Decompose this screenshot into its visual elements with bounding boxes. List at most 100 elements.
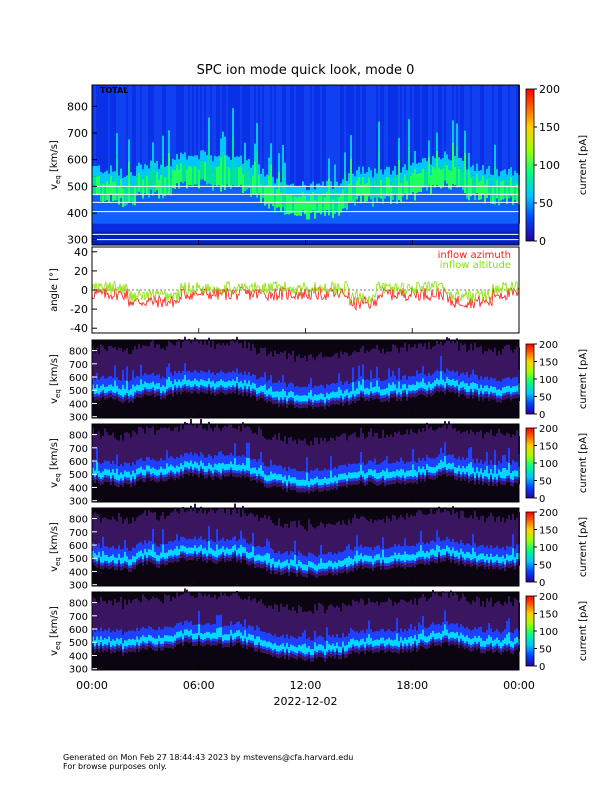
heatmap-cell [390, 385, 392, 392]
heatmap-cell [420, 343, 422, 395]
heatmap-cell [380, 637, 382, 644]
heatmap-cell [252, 85, 254, 165]
heatmap-cell [154, 598, 156, 652]
heatmap-cell [422, 168, 424, 188]
heatmap-cell [292, 645, 294, 652]
heatmap-cell [204, 161, 206, 182]
heatmap-cell [192, 596, 194, 647]
heatmap-cell [158, 469, 160, 476]
heatmap-cell [404, 164, 406, 175]
heatmap-cell [492, 556, 494, 563]
heatmap-cell [424, 383, 426, 390]
heatmap-cell [280, 474, 282, 481]
heatmap-cell [288, 85, 290, 186]
heatmap-cell [166, 595, 168, 648]
heatmap-cell [304, 643, 306, 655]
heatmap-cell [298, 395, 300, 402]
heatmap-cell [400, 201, 402, 224]
heatmap-cell [242, 163, 244, 175]
heatmap-cell [464, 553, 466, 560]
heatmap-cell [92, 551, 94, 557]
heatmap-cell [240, 165, 242, 185]
heatmap-cell [340, 212, 342, 224]
heatmap-cell [430, 85, 432, 165]
heatmap-cell [202, 454, 204, 472]
heatmap-cell [222, 595, 224, 648]
colorbar-tick-label: 150 [539, 121, 560, 134]
heatmap-cell [432, 382, 434, 389]
heatmap-cell [506, 203, 508, 224]
heatmap-cell [414, 85, 416, 151]
heatmap-cell [492, 387, 494, 394]
heatmap-cell [104, 182, 106, 202]
heatmap-cell [234, 458, 236, 471]
y-tick-label: 700 [69, 360, 88, 371]
heatmap-cell [428, 156, 430, 186]
heatmap-cell [456, 511, 458, 563]
heatmap-cell [162, 157, 164, 199]
heatmap-cell [450, 590, 452, 645]
heatmap-cell [198, 464, 200, 471]
heatmap-cell [322, 440, 324, 492]
heatmap-cell [288, 214, 290, 224]
heatmap-cell [114, 519, 116, 570]
heatmap-cell [242, 383, 244, 390]
heatmap-cell [480, 346, 482, 398]
heatmap-cell [348, 556, 350, 566]
heatmap-cell [394, 384, 396, 391]
heatmap-cell [320, 352, 322, 406]
heatmap-cell [192, 156, 194, 167]
heatmap-cell [368, 634, 370, 646]
heatmap-cell [416, 462, 418, 480]
heatmap-cell [156, 190, 158, 224]
heatmap-cell [430, 633, 432, 639]
heatmap-cell [204, 509, 206, 561]
heatmap-cell [514, 470, 516, 477]
heatmap-cell [504, 522, 506, 572]
heatmap-cell [404, 472, 406, 479]
heatmap-cell [250, 85, 252, 168]
heatmap-cell [338, 474, 340, 481]
heatmap-cell [92, 85, 94, 167]
y-tick-label: 400 [69, 483, 88, 494]
heatmap-cell [100, 171, 102, 183]
heatmap-cell [258, 520, 260, 567]
heatmap-cell [92, 467, 94, 474]
heatmap-cell [260, 555, 262, 562]
heatmap-cell [394, 515, 396, 566]
heatmap-cell [352, 559, 354, 566]
heatmap-cell [160, 515, 162, 566]
heatmap-cell [140, 637, 142, 644]
y-tick-label: 700 [69, 528, 88, 539]
colorbar-tick-label: 50 [539, 477, 552, 488]
heatmap-cell [418, 162, 420, 173]
heatmap-cell [170, 166, 172, 177]
heatmap-cell [378, 386, 380, 393]
heatmap-cell [314, 437, 316, 491]
heatmap-cell [214, 165, 216, 186]
heatmap-cell [236, 185, 238, 224]
heatmap-cell [352, 472, 354, 479]
heatmap-cell [374, 85, 376, 169]
heatmap-cell [104, 428, 106, 482]
heatmap-cell [390, 203, 392, 224]
y-tick-label: 500 [69, 638, 88, 649]
heatmap-cell [202, 379, 204, 386]
heatmap-cell [122, 548, 124, 566]
heatmap-cell [200, 419, 202, 474]
heatmap-cell [404, 637, 406, 644]
y-axis-label-sub: eq [54, 175, 62, 184]
heatmap-cell [190, 185, 192, 224]
heatmap-cell [352, 518, 354, 572]
heatmap-cell [380, 85, 382, 170]
heatmap-cell [354, 186, 356, 206]
heatmap-cell [312, 445, 314, 492]
heatmap-cell [154, 162, 156, 174]
heatmap-cell [270, 204, 272, 224]
y-tick-label: 300 [69, 665, 88, 676]
heatmap-cell [344, 558, 346, 565]
heatmap-cell [268, 388, 270, 395]
heatmap-cell [130, 388, 132, 395]
heatmap-cell [450, 170, 452, 190]
heatmap-cell [296, 356, 298, 408]
